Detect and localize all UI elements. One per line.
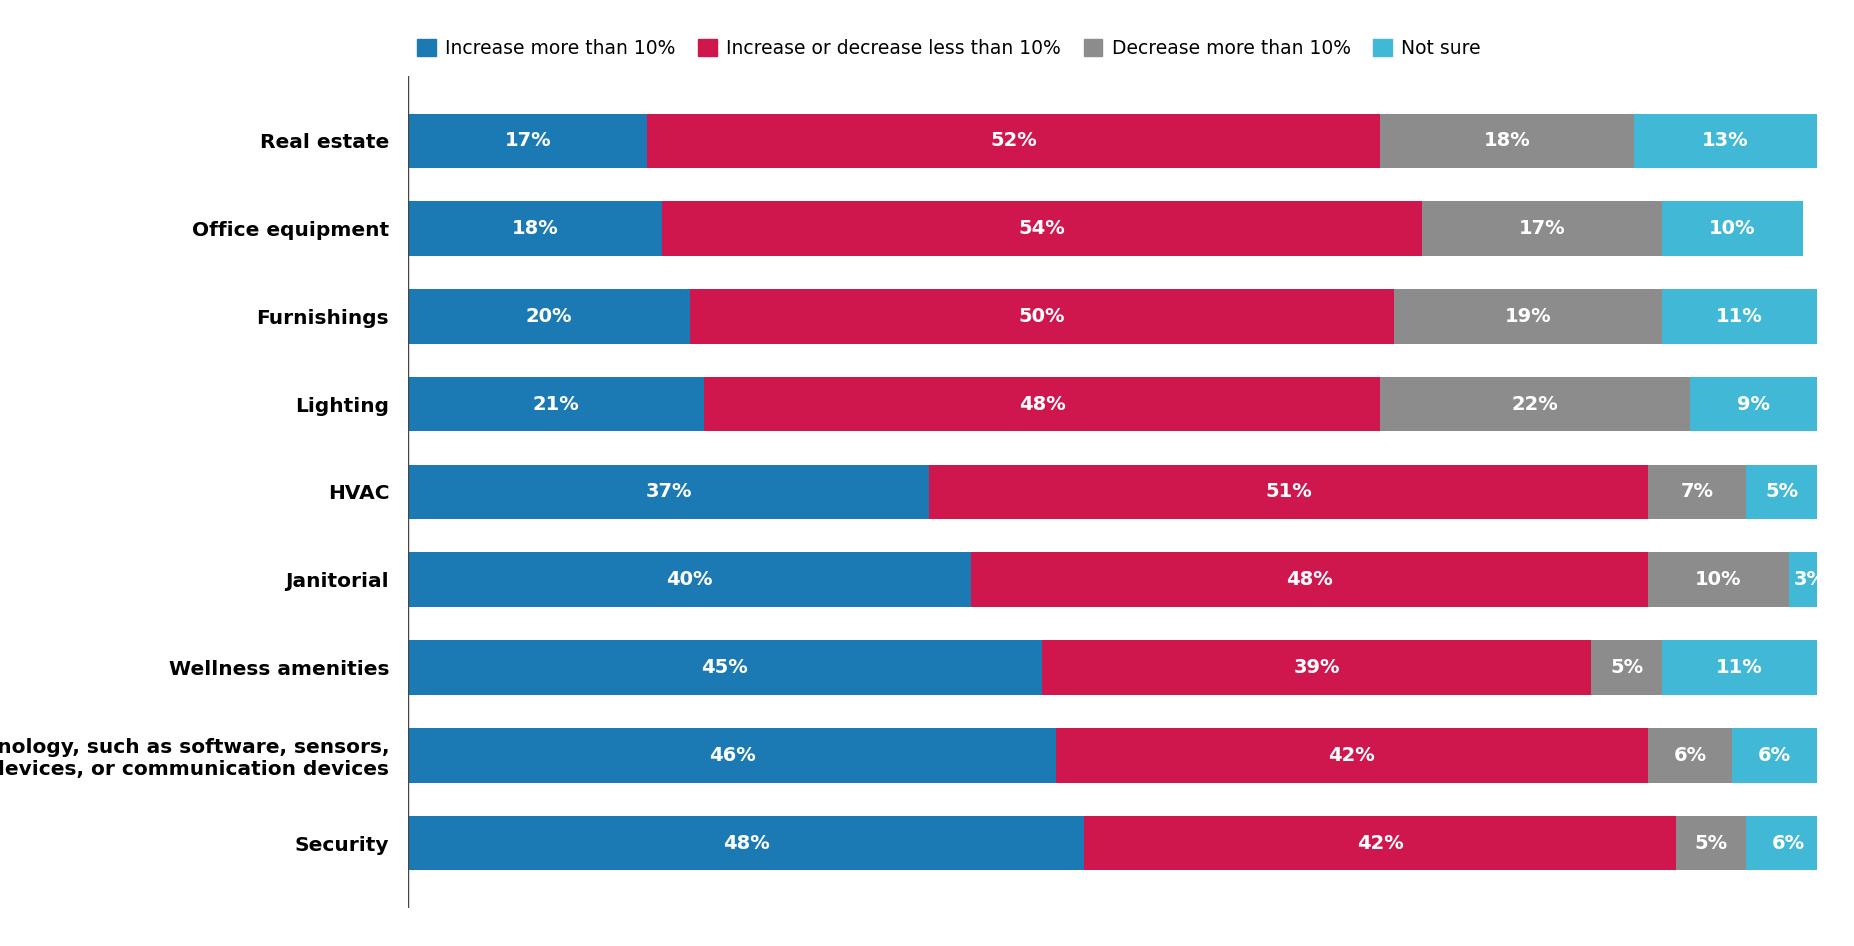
Text: 17%: 17% xyxy=(1518,219,1565,238)
Text: 6%: 6% xyxy=(1674,745,1708,764)
Bar xyxy=(1591,640,1661,694)
Bar xyxy=(1648,728,1732,782)
Bar xyxy=(690,289,1394,343)
Bar xyxy=(408,114,647,168)
Bar xyxy=(1042,640,1591,694)
Text: 46%: 46% xyxy=(708,745,755,764)
Bar xyxy=(1789,552,1832,607)
Text: 22%: 22% xyxy=(1511,394,1559,413)
Bar xyxy=(1422,201,1661,255)
Bar xyxy=(408,815,1085,870)
Bar xyxy=(705,377,1379,431)
Text: 20%: 20% xyxy=(525,307,573,325)
Text: 48%: 48% xyxy=(723,833,769,852)
Bar xyxy=(1648,464,1746,519)
Bar xyxy=(408,377,705,431)
Bar xyxy=(1648,552,1789,607)
Bar xyxy=(971,552,1648,607)
Bar xyxy=(408,552,971,607)
Text: 54%: 54% xyxy=(1018,219,1066,238)
Text: 17%: 17% xyxy=(504,131,551,150)
Bar xyxy=(1394,289,1661,343)
Bar xyxy=(929,464,1648,519)
Bar xyxy=(1676,815,1746,870)
Text: 19%: 19% xyxy=(1505,307,1552,325)
Text: 37%: 37% xyxy=(645,482,692,501)
Text: 21%: 21% xyxy=(532,394,578,413)
Text: 7%: 7% xyxy=(1682,482,1713,501)
Bar xyxy=(1633,114,1817,168)
Text: 9%: 9% xyxy=(1737,394,1771,413)
Bar xyxy=(1379,114,1633,168)
Text: 51%: 51% xyxy=(1264,482,1313,501)
Text: 50%: 50% xyxy=(1018,307,1066,325)
Bar xyxy=(1379,377,1691,431)
Text: 10%: 10% xyxy=(1695,570,1741,589)
Bar xyxy=(1746,815,1832,870)
Text: 5%: 5% xyxy=(1765,482,1798,501)
Text: 5%: 5% xyxy=(1609,658,1643,677)
Bar xyxy=(662,201,1422,255)
Text: 48%: 48% xyxy=(1287,570,1333,589)
Text: 39%: 39% xyxy=(1294,658,1340,677)
Text: 3%: 3% xyxy=(1793,570,1826,589)
Text: 11%: 11% xyxy=(1717,658,1763,677)
Bar xyxy=(1732,728,1817,782)
Bar xyxy=(408,464,929,519)
Bar xyxy=(1661,289,1817,343)
Bar xyxy=(408,289,690,343)
Text: 40%: 40% xyxy=(666,570,714,589)
Text: 6%: 6% xyxy=(1758,745,1791,764)
Text: 52%: 52% xyxy=(990,131,1036,150)
Text: 45%: 45% xyxy=(701,658,749,677)
Bar xyxy=(647,114,1379,168)
Bar xyxy=(1691,377,1817,431)
Bar xyxy=(1746,464,1817,519)
Text: 11%: 11% xyxy=(1717,307,1763,325)
Text: 18%: 18% xyxy=(1483,131,1530,150)
Text: 48%: 48% xyxy=(1018,394,1066,413)
Text: 6%: 6% xyxy=(1772,833,1806,852)
Text: 5%: 5% xyxy=(1695,833,1728,852)
Bar xyxy=(1661,201,1802,255)
Text: 42%: 42% xyxy=(1357,833,1403,852)
Text: 18%: 18% xyxy=(512,219,558,238)
Bar xyxy=(408,201,662,255)
Text: 13%: 13% xyxy=(1702,131,1748,150)
Bar xyxy=(408,640,1042,694)
Text: 42%: 42% xyxy=(1329,745,1376,764)
Bar xyxy=(1661,640,1817,694)
Bar xyxy=(408,728,1057,782)
Bar xyxy=(1057,728,1648,782)
Bar xyxy=(1085,815,1676,870)
Legend: Increase more than 10%, Increase or decrease less than 10%, Decrease more than 1: Increase more than 10%, Increase or decr… xyxy=(417,39,1481,58)
Text: 10%: 10% xyxy=(1709,219,1756,238)
